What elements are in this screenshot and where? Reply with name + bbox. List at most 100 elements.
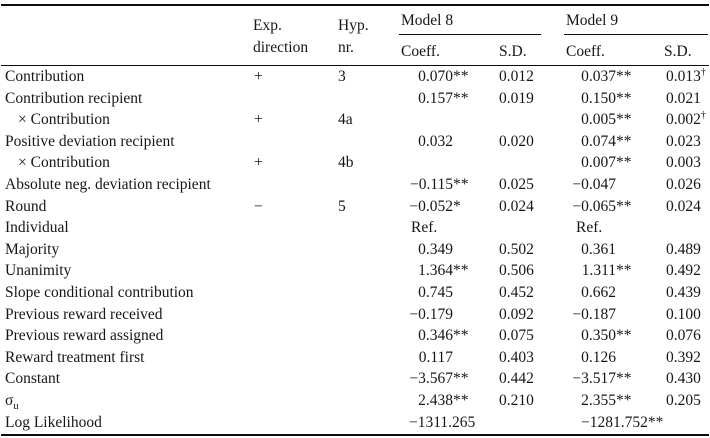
header-model9-sd: S.D.	[659, 39, 709, 66]
model8-sd-value	[491, 217, 564, 239]
model9-sd-value: 0.024	[666, 197, 701, 215]
model8-sd-value: 0.502	[499, 240, 534, 258]
header-model9-label: Model 9	[564, 6, 708, 35]
header-model9-coeff: Coeff.	[564, 39, 659, 66]
exp-direction-value	[247, 282, 323, 304]
model8-coeff-value: 0.117	[418, 348, 453, 366]
header-row-sub: Coeff. S.D. Coeff. S.D.	[1, 39, 709, 66]
header-row-top: Exp. direction Hyp. nr. Model 8 Model 9	[1, 5, 709, 66]
model9-coeff-value: 2.355**	[581, 391, 632, 409]
row-label: Absolute neg. deviation recipient	[5, 175, 211, 193]
model8-sd-value: 0.452	[499, 283, 534, 301]
hypothesis-nr-value: 4b	[338, 154, 354, 172]
model8-coeff-value: 0.070**	[418, 68, 469, 85]
model9-coeff-value: −0.047	[572, 175, 616, 193]
model8-sd-value: 0.092	[499, 305, 534, 323]
model9-coeff-value: 0.662	[581, 283, 616, 301]
table-row: Absolute neg. deviation recipient −0.115*…	[1, 174, 709, 196]
model8-coeff-value	[399, 109, 491, 131]
model8-sd-value: 0.019	[499, 89, 534, 107]
hypothesis-nr-value: 4a	[338, 111, 353, 129]
row-label: Individual	[5, 219, 69, 237]
table-row: Previous reward received −0.179 0.092 −0.18…	[1, 304, 709, 326]
model9-sd-value: 0.489	[666, 240, 701, 258]
model9-sd-value: 0.002†	[666, 110, 706, 129]
table-row: Positive deviation recipient 0.032 0.020 0.…	[1, 131, 709, 153]
table-row: Constant −3.567** 0.442 −3.517** 0.430	[1, 368, 709, 390]
table-header: Exp. direction Hyp. nr. Model 8 Model 9 …	[1, 5, 709, 66]
regression-results-table: Exp. direction Hyp. nr. Model 8 Model 9 …	[1, 4, 709, 436]
header-hyp-line1: Hyp.	[338, 17, 369, 34]
exp-direction-value: +	[254, 68, 263, 85]
exp-direction-value	[247, 390, 323, 412]
model9-sd-value: 0.430	[666, 370, 701, 388]
row-label: Round	[5, 197, 47, 215]
row-label: Positive deviation recipient	[5, 132, 175, 150]
row-label: Majority	[5, 240, 60, 258]
model8-sd-value: 0.025	[499, 175, 534, 193]
model9-coeff-value: 0.037**	[581, 68, 632, 85]
log-likelihood-label: Log Likelihood	[5, 413, 102, 431]
model8-coeff-value: −3.567**	[409, 370, 469, 388]
hypothesis-nr-value	[323, 217, 399, 239]
model9-sd-value: 0.205	[666, 391, 701, 409]
exp-direction-value	[247, 304, 323, 326]
model9-sd-value: 0.492	[666, 262, 701, 280]
model9-coeff-value: 0.074**	[581, 132, 632, 150]
row-label: σu	[5, 391, 19, 412]
exp-direction-value	[247, 325, 323, 347]
model8-sd-value: 0.506	[499, 262, 534, 280]
model9-sd-value: 0.003	[666, 154, 701, 172]
model8-coeff-value: Ref.	[411, 219, 438, 237]
model8-coeff-value: 2.438**	[418, 391, 469, 409]
header-model8: Model 8	[399, 5, 564, 39]
table-row: Unanimity 1.364** 0.506 1.311** 0.492	[1, 260, 709, 282]
model9-coeff-value: −3.517**	[572, 370, 632, 388]
table-row: Contribution recipient 0.157** 0.019 0.150*…	[1, 88, 709, 110]
model8-sd-value	[491, 152, 564, 174]
model9-coeff-value: Ref.	[576, 219, 603, 237]
hypothesis-nr-value	[323, 347, 399, 369]
exp-direction-value	[247, 347, 323, 369]
model9-coeff-value: 1.311**	[581, 262, 632, 280]
hypothesis-nr-value	[323, 88, 399, 110]
model8-coeff-value: 0.157**	[418, 89, 469, 107]
model9-sd-value: 0.013†	[666, 66, 706, 85]
model9-coeff-value: 0.150**	[581, 89, 632, 107]
model9-coeff-value: 0.361	[581, 240, 616, 258]
model8-coeff-value: 0.349	[418, 240, 453, 258]
row-label: Contribution	[5, 68, 85, 85]
exp-direction-value	[247, 217, 323, 239]
model8-sd-value: 0.012	[499, 68, 534, 85]
exp-direction-value: −	[254, 197, 263, 215]
model9-sd-value: 0.392	[666, 348, 701, 366]
hypothesis-nr-value	[323, 368, 399, 390]
model9-sd-value: 0.026	[666, 175, 701, 193]
hypothesis-nr-value	[323, 325, 399, 347]
model8-sd-value	[491, 109, 564, 131]
model8-coeff-value	[399, 152, 491, 174]
exp-direction-value: +	[254, 111, 263, 129]
model9-coeff-value: −0.187	[572, 305, 616, 323]
model8-sd-value: 0.403	[499, 348, 534, 366]
model8-sd-value: 0.020	[499, 132, 534, 150]
model8-sd-value: 0.024	[499, 197, 534, 215]
exp-direction-value	[247, 260, 323, 282]
exp-direction-value	[247, 88, 323, 110]
header-hyp-line2: nr.	[338, 39, 354, 56]
model9-sd-value	[659, 217, 709, 239]
model9-log-likelihood-value: −1281.752**	[581, 413, 664, 431]
header-model8-label: Model 8	[399, 6, 541, 35]
exp-direction-value	[247, 239, 323, 261]
row-label: Unanimity	[5, 262, 72, 280]
table-row: × Contribution +4a 0.005** 0.002†	[1, 109, 709, 131]
row-label: Contribution recipient	[5, 89, 143, 107]
hypothesis-nr-value	[323, 304, 399, 326]
model9-sd-value: 0.439	[666, 283, 701, 301]
model8-coeff-value: −0.115**	[409, 175, 469, 193]
table-row: Majority 0.349 0.502 0.361 0.489	[1, 239, 709, 261]
table-row: Slope conditional contribution 0.745 0.452…	[1, 282, 709, 304]
exp-direction-value: +	[254, 154, 263, 172]
header-empty-cell	[1, 5, 247, 66]
model8-coeff-value: −0.052*	[409, 197, 461, 215]
